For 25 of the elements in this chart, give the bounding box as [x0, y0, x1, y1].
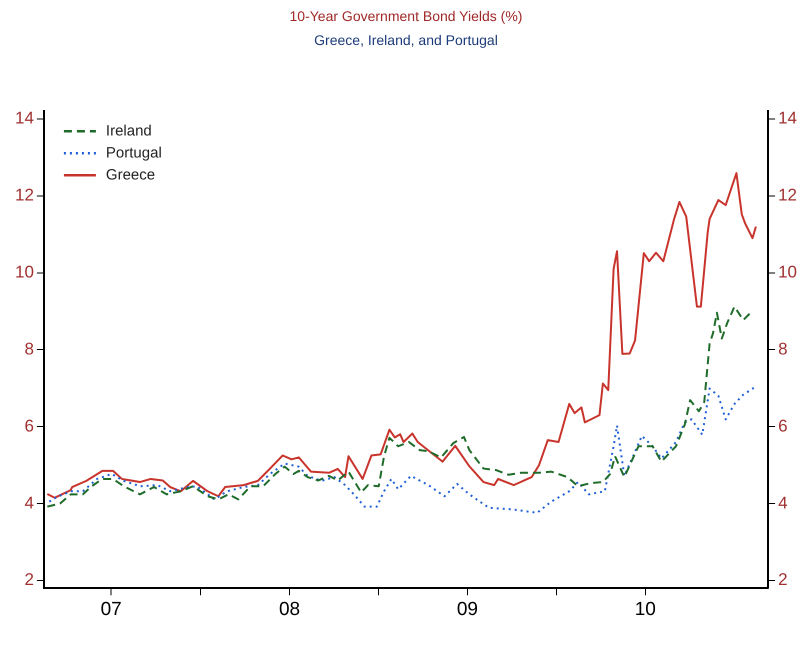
y-tick-label: 14 — [14, 108, 34, 128]
y2-tick-label: 10 — [778, 262, 798, 282]
y-tick-label: 6 — [24, 416, 34, 436]
x-tick-label: 10 — [634, 598, 656, 620]
y2-tick-label: 6 — [778, 416, 788, 436]
legend-label: Portugal — [106, 144, 162, 162]
y2-tick-label: 4 — [778, 493, 788, 512]
y-tick-label: 4 — [24, 493, 34, 512]
x-tick-label: 07 — [100, 598, 122, 620]
x-tick-label: 08 — [278, 598, 300, 620]
y-tick-label: 8 — [24, 339, 34, 358]
chart-title: 10-Year Government Bond Yields (%) — [288, 8, 524, 24]
y2-tick-label: 2 — [778, 570, 788, 590]
line-series — [48, 386, 755, 514]
legend-label: Ireland — [106, 122, 152, 140]
y2-tick-label: 8 — [778, 339, 788, 358]
line-series — [46, 306, 752, 508]
y2-tick-label: 12 — [778, 186, 798, 205]
y-tick-label: 10 — [14, 262, 34, 282]
legend-label: Greece — [106, 166, 156, 184]
y-tick-label: 2 — [24, 570, 34, 590]
y2-tick-label: 14 — [778, 108, 798, 128]
chart-subtitle: Greece, Ireland, and Portugal — [313, 32, 499, 48]
y-tick-label: 12 — [14, 186, 34, 205]
x-tick-label: 09 — [456, 598, 478, 620]
